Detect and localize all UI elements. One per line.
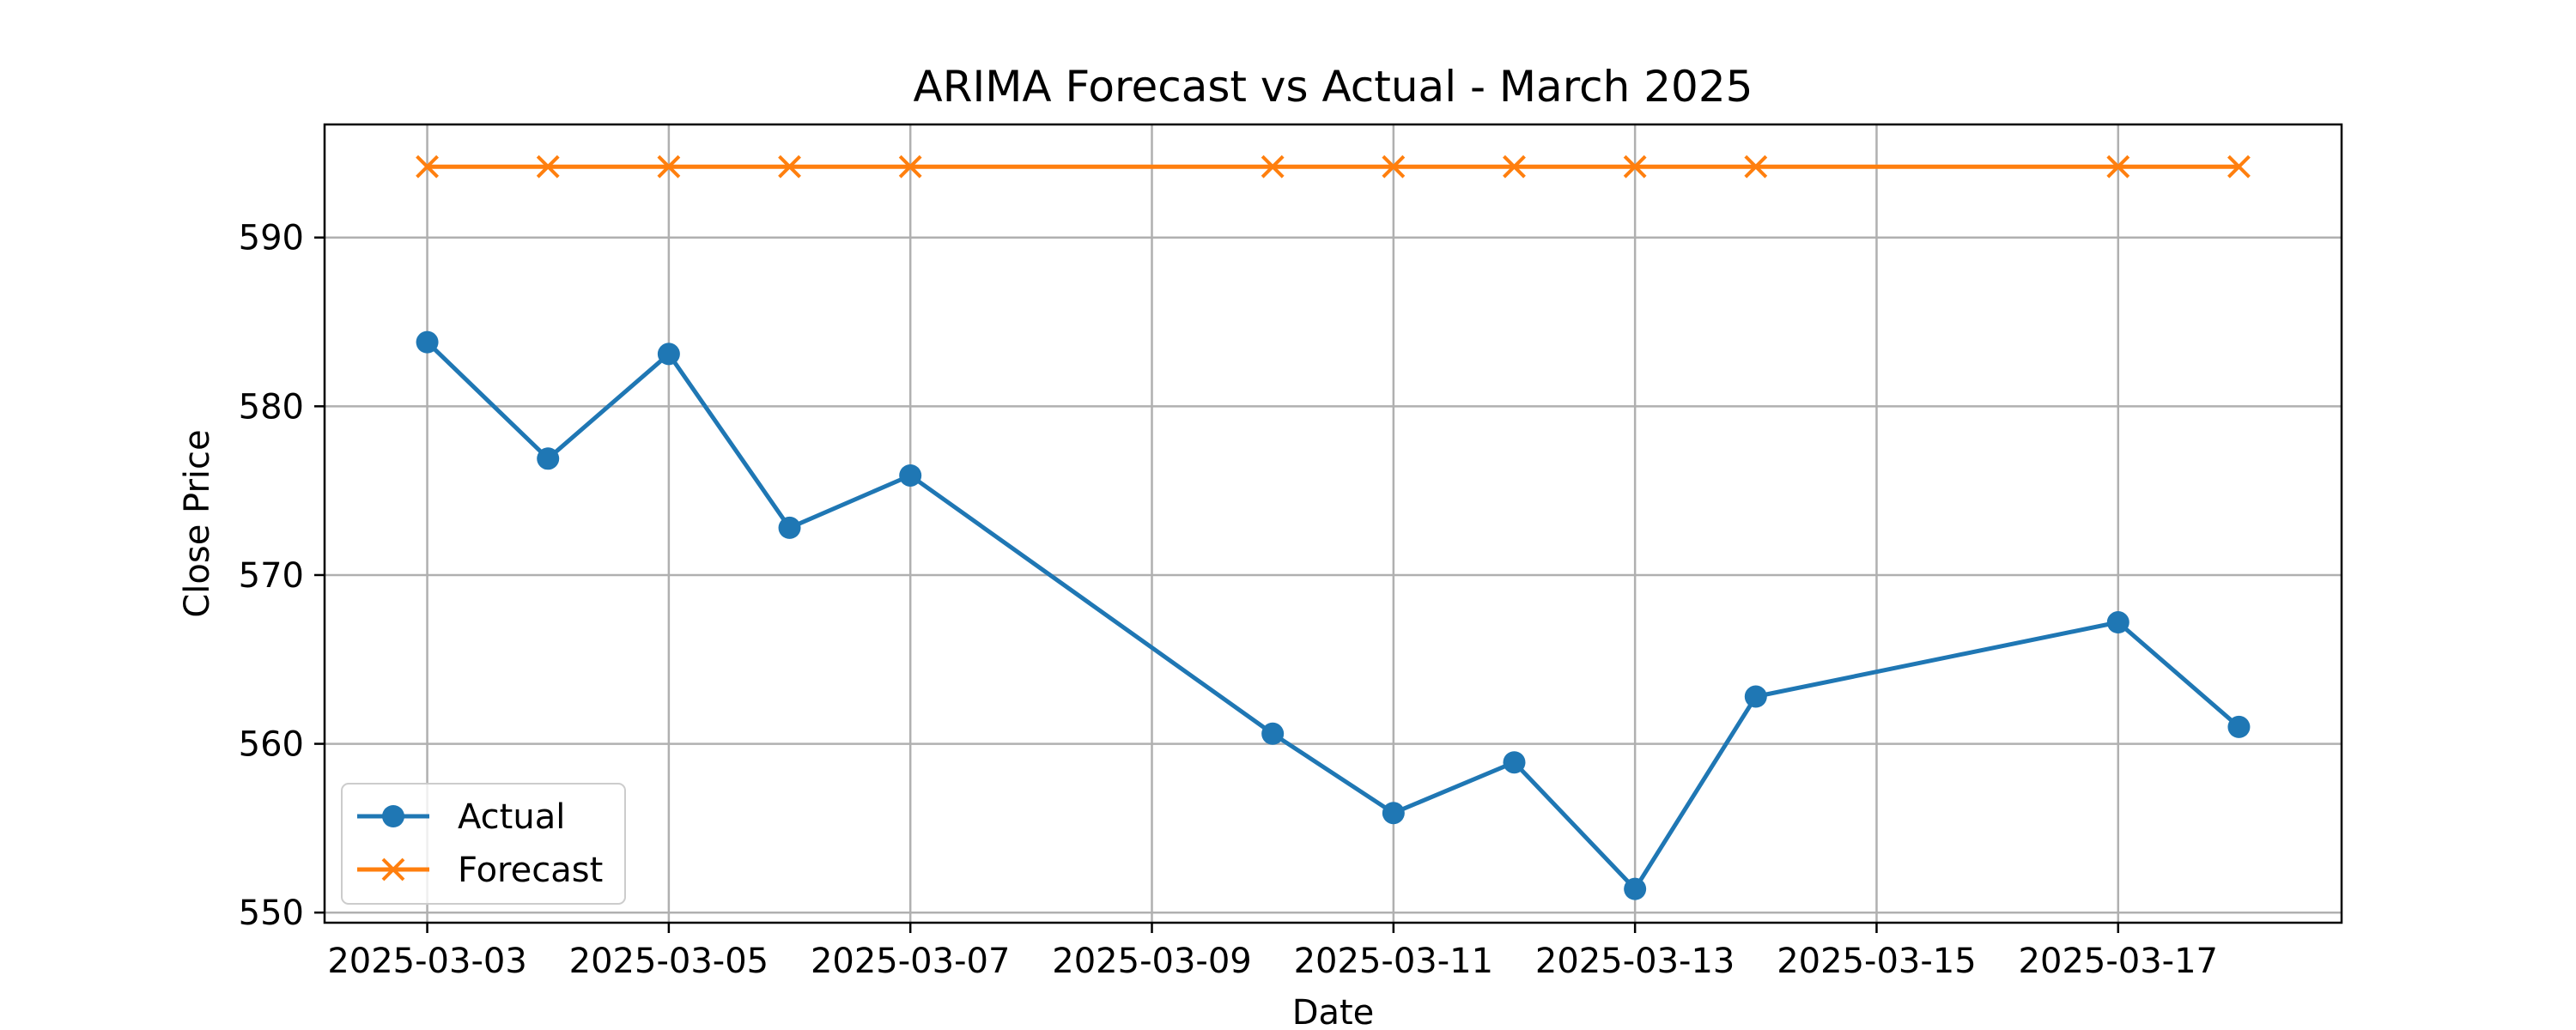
data-point bbox=[2106, 611, 2129, 634]
data-point bbox=[536, 154, 560, 179]
x-tick-label: 2025-03-13 bbox=[1535, 942, 1735, 981]
x-tick-label: 2025-03-03 bbox=[327, 942, 526, 981]
data-point bbox=[1382, 802, 1405, 825]
series-layer bbox=[416, 154, 2251, 900]
data-point bbox=[1744, 154, 1768, 179]
x-tick-label: 2025-03-07 bbox=[811, 942, 1010, 981]
data-point bbox=[2227, 715, 2251, 738]
data-point bbox=[899, 464, 922, 487]
series-forecast bbox=[416, 154, 2251, 179]
data-point bbox=[416, 330, 439, 354]
legend-label: Actual bbox=[458, 797, 565, 837]
tick-layer: 2025-03-03 2025-03-05 2025-03-07 2025-03-09… bbox=[239, 219, 2218, 981]
data-point bbox=[778, 516, 801, 539]
legend-items: Actual Forecast bbox=[357, 797, 603, 890]
data-point bbox=[2106, 154, 2130, 179]
data-point bbox=[1503, 154, 1526, 179]
chart-title: ARIMA Forecast vs Actual - March 2025 bbox=[914, 62, 1753, 112]
data-point bbox=[657, 154, 681, 179]
data-point bbox=[1261, 154, 1285, 179]
data-point bbox=[898, 154, 922, 179]
legend-marker bbox=[381, 857, 405, 882]
y-tick-label: 560 bbox=[239, 725, 304, 765]
data-point bbox=[1744, 685, 1767, 708]
data-point bbox=[657, 342, 680, 366]
x-tick-label: 2025-03-15 bbox=[1777, 942, 1976, 981]
x-axis-label: Date bbox=[1292, 993, 1375, 1030]
x-tick-label: 2025-03-09 bbox=[1052, 942, 1251, 981]
legend: Actual Forecast bbox=[341, 783, 626, 905]
data-point bbox=[778, 154, 801, 179]
plot-frame bbox=[323, 123, 2343, 924]
grid-layer bbox=[325, 124, 2342, 923]
data-point bbox=[2227, 154, 2251, 179]
y-tick-label: 550 bbox=[239, 894, 304, 933]
series-line-actual bbox=[425, 340, 2241, 892]
y-tick-label: 580 bbox=[239, 387, 304, 427]
legend-box bbox=[341, 783, 626, 905]
y-tick-label: 570 bbox=[239, 556, 304, 596]
y-axis-label: Close Price bbox=[178, 429, 217, 617]
data-point bbox=[1624, 877, 1647, 900]
x-tick-label: 2025-03-05 bbox=[569, 942, 769, 981]
data-point bbox=[537, 447, 560, 470]
legend-item-forecast: Forecast bbox=[357, 851, 603, 890]
data-point bbox=[1261, 722, 1285, 745]
y-tick-label: 590 bbox=[239, 219, 304, 258]
data-point bbox=[1382, 154, 1406, 179]
x-tick-label: 2025-03-17 bbox=[2019, 942, 2218, 981]
series-actual bbox=[416, 330, 2251, 900]
legend-marker bbox=[382, 805, 404, 827]
legend-label: Forecast bbox=[458, 851, 603, 890]
legend-item-actual: Actual bbox=[357, 797, 565, 837]
data-point bbox=[416, 154, 439, 179]
data-point bbox=[1623, 154, 1647, 179]
data-point bbox=[1503, 751, 1526, 774]
x-tick-label: 2025-03-11 bbox=[1294, 942, 1493, 981]
